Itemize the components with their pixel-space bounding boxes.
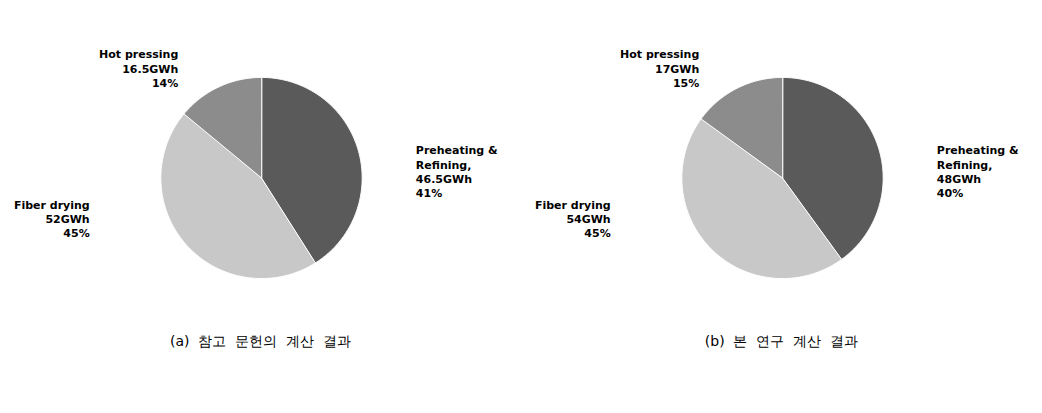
svg-text:Hot pressing16.5GWh14%: Hot pressing16.5GWh14% xyxy=(99,48,178,90)
html-text:(a) 참고 문헌의 계산 결과: (a) 참고 문헌의 계산 결과 xyxy=(169,333,351,349)
html-text:(b) 본 연구 계산 결과: (b) 본 연구 계산 결과 xyxy=(704,333,859,349)
svg-text:Fiber drying52GWh45%: Fiber drying52GWh45% xyxy=(13,199,89,241)
svg-text:Fiber drying54GWh45%: Fiber drying54GWh45% xyxy=(534,199,610,241)
svg-text:Hot pressing17GWh15%: Hot pressing17GWh15% xyxy=(620,48,699,90)
svg-text:Preheating &Refining,48GWh40%: Preheating &Refining,48GWh40% xyxy=(936,144,1018,200)
svg-text:Preheating &Refining,46.5GWh41: Preheating &Refining,46.5GWh41% xyxy=(415,144,497,200)
